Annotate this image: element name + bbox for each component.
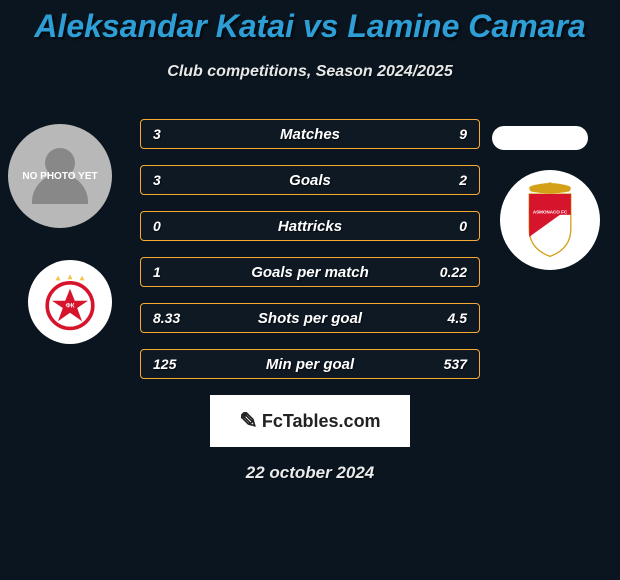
stat-label: Goals xyxy=(201,172,419,189)
stat-label: Hattricks xyxy=(201,218,419,235)
stat-left-value: 8.33 xyxy=(141,310,201,326)
stat-row: 1 Goals per match 0.22 xyxy=(140,257,480,287)
stat-right-value: 0.22 xyxy=(419,264,479,280)
stat-left-value: 3 xyxy=(141,126,201,142)
stat-label: Goals per match xyxy=(201,264,419,281)
stat-left-value: 3 xyxy=(141,172,201,188)
stat-row: 8.33 Shots per goal 4.5 xyxy=(140,303,480,333)
comparison-title: Aleksandar Katai vs Lamine Camara xyxy=(0,0,620,45)
stat-right-value: 4.5 xyxy=(419,310,479,326)
stat-row: 0 Hattricks 0 xyxy=(140,211,480,241)
stat-right-value: 2 xyxy=(419,172,479,188)
stat-label: Shots per goal xyxy=(201,310,419,327)
stat-left-value: 0 xyxy=(141,218,201,234)
stat-right-value: 537 xyxy=(419,356,479,372)
branding-text: FcTables.com xyxy=(262,411,381,432)
club-right-crest: ASMONACO FC xyxy=(500,170,600,270)
source-branding: ✎ FcTables.com xyxy=(210,395,410,447)
stat-right-value: 9 xyxy=(419,126,479,142)
player-right-avatar xyxy=(492,126,588,150)
comparison-subtitle: Club competitions, Season 2024/2025 xyxy=(0,63,620,81)
stat-row: 3 Matches 9 xyxy=(140,119,480,149)
stat-label: Min per goal xyxy=(201,356,419,373)
no-photo-label: NO PHOTO YET xyxy=(22,171,97,182)
red-star-crest-icon: ФК xyxy=(40,272,100,332)
stat-left-value: 125 xyxy=(141,356,201,372)
player-left-avatar: NO PHOTO YET xyxy=(8,124,112,228)
stat-row: 3 Goals 2 xyxy=(140,165,480,195)
svg-text:ASMONACO FC: ASMONACO FC xyxy=(533,210,568,215)
stat-left-value: 1 xyxy=(141,264,201,280)
monaco-crest-icon: ASMONACO FC xyxy=(517,181,583,259)
stat-right-value: 0 xyxy=(419,218,479,234)
svg-text:ФК: ФК xyxy=(66,303,75,309)
stat-label: Matches xyxy=(201,126,419,143)
club-left-crest: ФК xyxy=(28,260,112,344)
date-label: 22 october 2024 xyxy=(0,463,620,483)
stat-row: 125 Min per goal 537 xyxy=(140,349,480,379)
stats-table: 3 Matches 9 3 Goals 2 0 Hattricks 0 1 Go… xyxy=(140,119,480,379)
branding-signature-icon: ✎ xyxy=(239,408,257,434)
